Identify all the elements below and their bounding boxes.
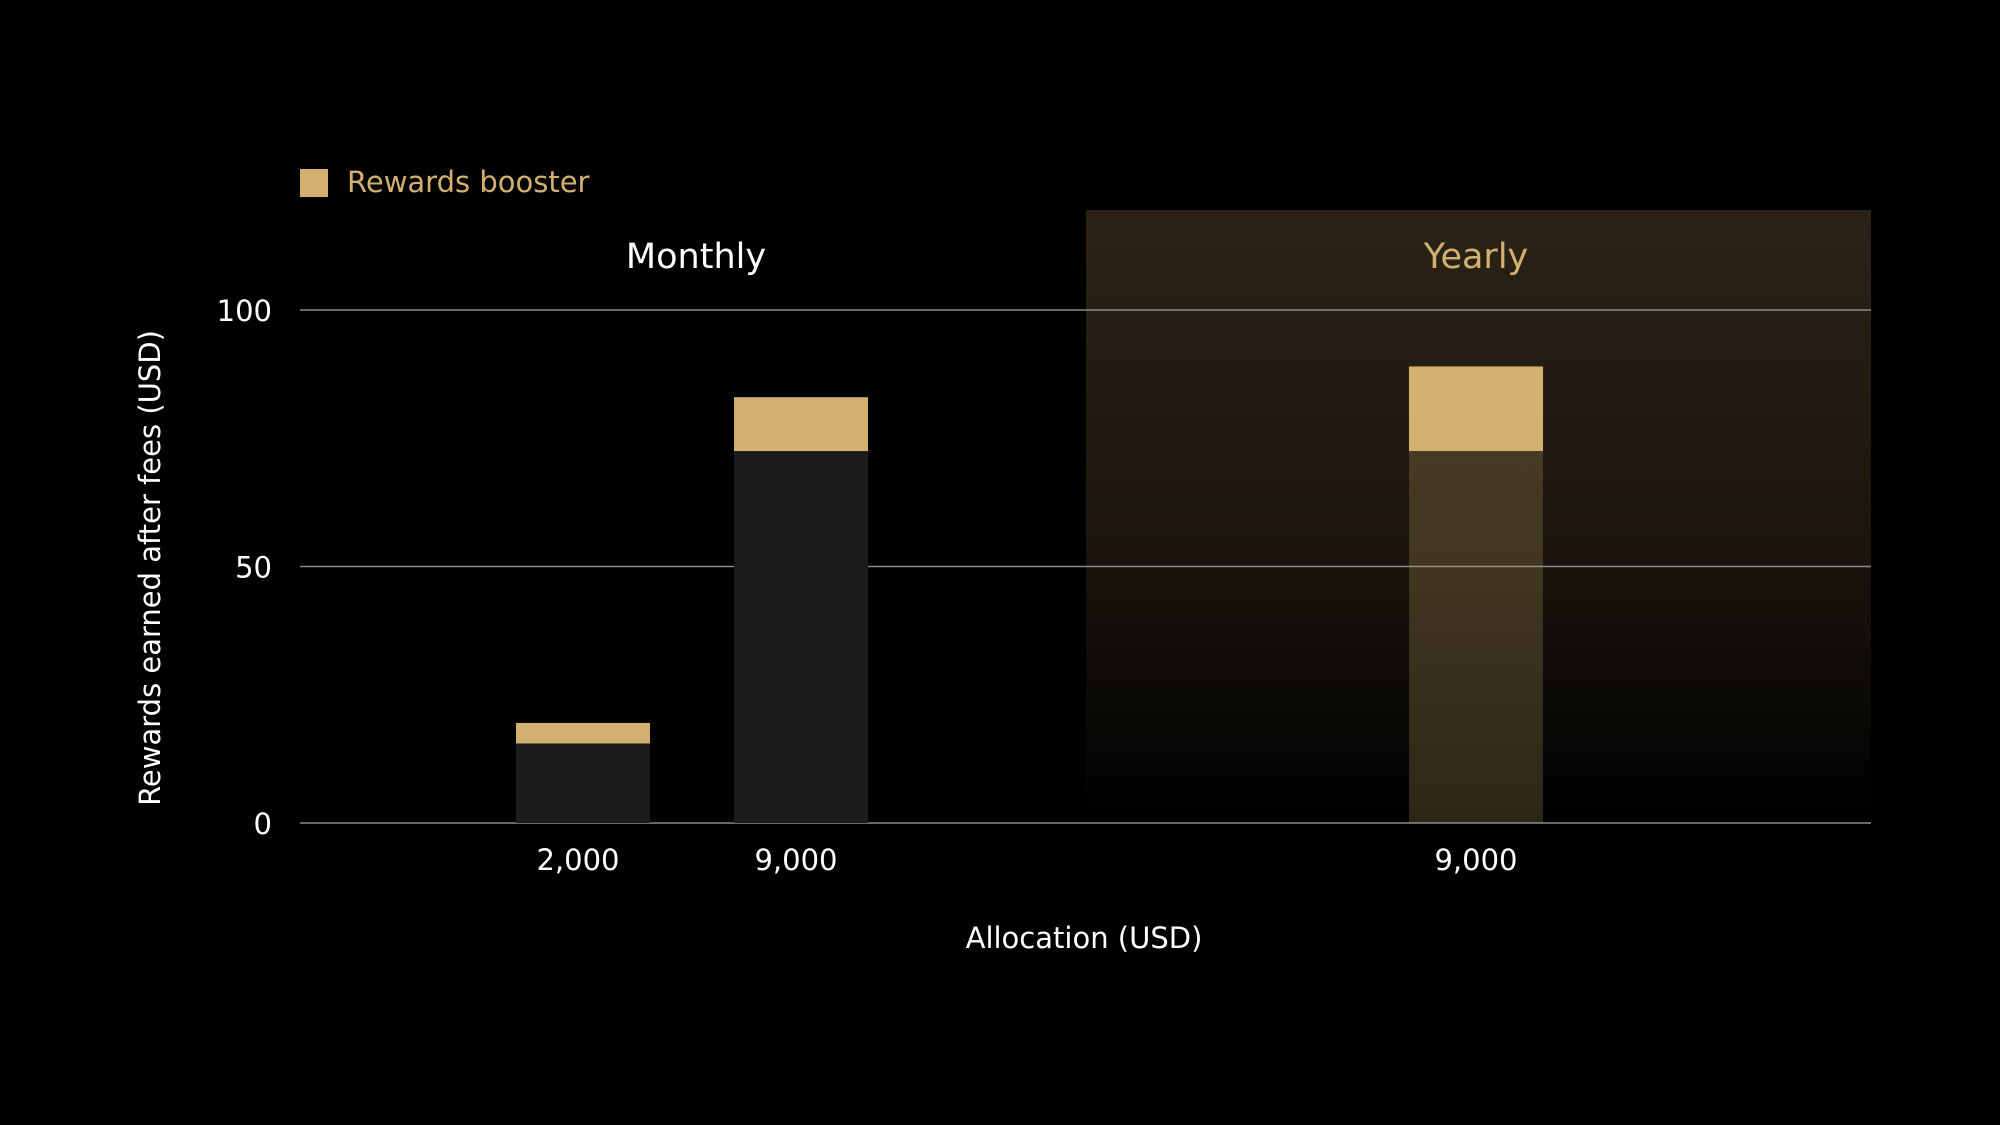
x-axis-title: Allocation (USD) <box>966 921 1203 955</box>
y-tick-label: 0 <box>254 807 272 841</box>
bar-booster <box>1409 366 1543 452</box>
yearly-panel-highlight <box>1086 210 1871 823</box>
bar-base <box>734 451 868 823</box>
y-tick-label: 50 <box>235 551 272 585</box>
x-tick-label: 9,000 <box>754 843 837 877</box>
panel-label-yearly: Yearly <box>1423 237 1529 277</box>
bar-base <box>516 743 650 823</box>
bar-base <box>1409 451 1543 823</box>
panel-label-monthly: Monthly <box>626 237 766 277</box>
x-tick-label: 9,000 <box>1434 843 1517 877</box>
y-axis-title: Rewards earned after fees (USD) <box>133 330 167 806</box>
y-tick-label: 100 <box>217 294 272 328</box>
bar-booster <box>734 397 868 452</box>
bar-booster <box>516 722 650 744</box>
legend-swatch <box>300 169 328 197</box>
legend-label: Rewards booster <box>347 165 590 199</box>
x-tick-label: 2,000 <box>536 843 619 877</box>
